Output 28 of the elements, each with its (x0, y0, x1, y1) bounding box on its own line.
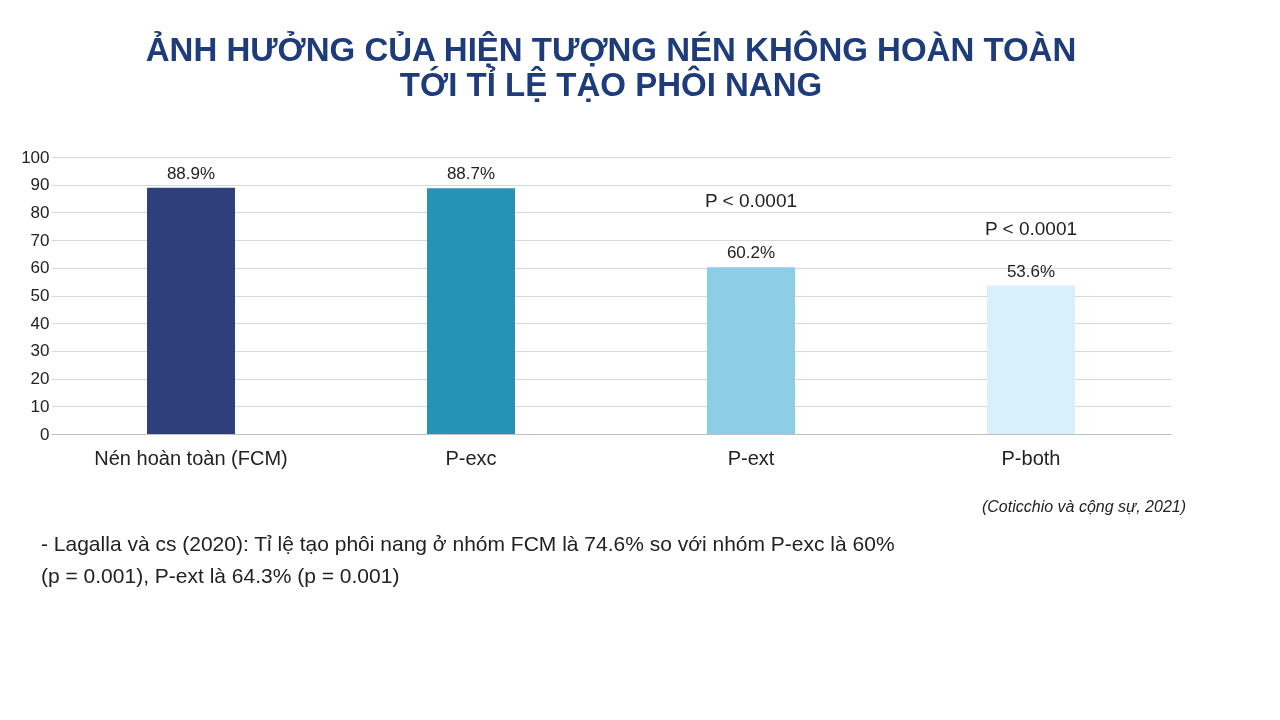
y-tick-label: 40 (30, 313, 50, 333)
chart-title: ẢNH HƯỞNG CỦA HIỆN TƯỢNG NÉN KHÔNG HOÀN TOÀN TỚI TỈ LỆ TẠO PHÔI NANG (145, 30, 1077, 103)
y-tick-label: 10 (30, 396, 50, 416)
data-label: 88.7% (446, 164, 496, 184)
y-tick-label: 70 (30, 230, 50, 250)
y-tick-label: 30 (30, 341, 50, 361)
x-tick-label: P-both (1001, 446, 1061, 469)
data-label: 60.2% (726, 243, 776, 263)
y-tick-label: 100 (21, 147, 50, 167)
bar (987, 285, 1075, 434)
y-tick-label: 60 (30, 258, 50, 278)
y-tick-label: 90 (30, 175, 50, 195)
x-tick-label: P-exc (445, 446, 497, 469)
x-tick-label: Nén hoàn toàn (FCM) (94, 446, 288, 469)
bar (147, 187, 235, 434)
bar (707, 267, 795, 434)
bar (427, 188, 515, 434)
annotation: P < 0.0001 (704, 190, 798, 212)
x-tick-label: P-ext (727, 446, 775, 469)
y-tick-label: 80 (30, 202, 50, 222)
text: - Lagalla và cs (2020): Tỉ lệ tạo phôi nang ở nhóm FCM là 74.6% so với nhóm P-exc là 60% (p = 0.001), P-ext là 64.3% (p = 0.001) (41, 532, 895, 587)
data-label: 53.6% (1006, 261, 1056, 281)
annotation: P < 0.0001 (984, 218, 1078, 240)
y-tick-label: 50 (30, 286, 50, 305)
y-tick-label: 20 (30, 369, 50, 389)
y-tick-label: 0 (40, 424, 50, 444)
text: (Coticchio và cộng sự, 2021) (981, 498, 1186, 515)
data-label: 88.9% (166, 163, 216, 183)
